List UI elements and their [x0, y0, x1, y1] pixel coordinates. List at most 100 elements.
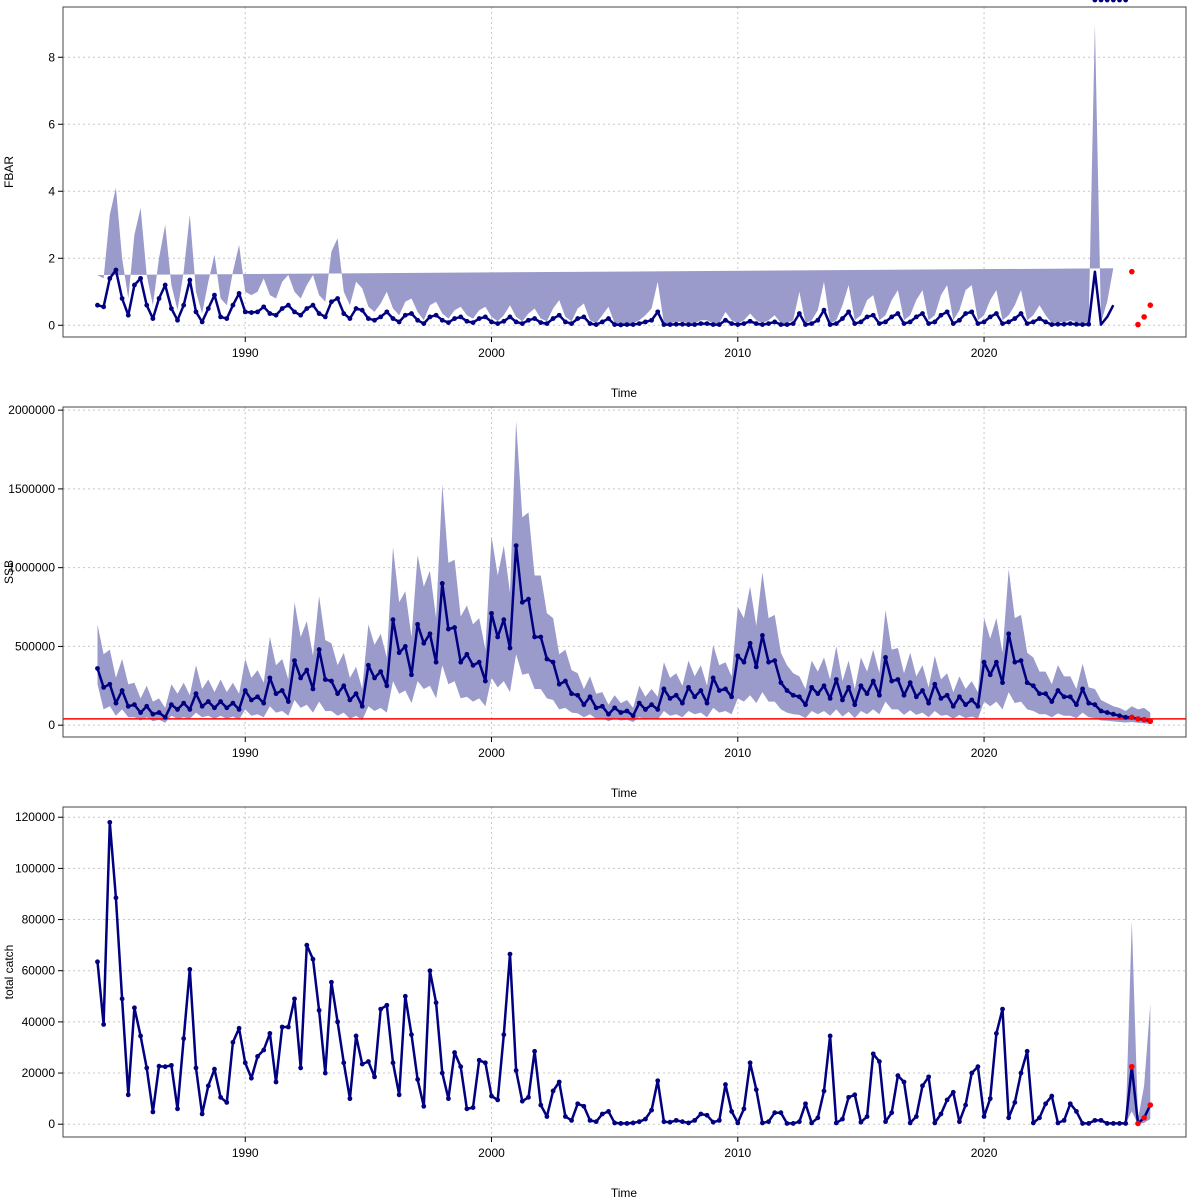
fbar-point	[612, 322, 618, 328]
catch-point	[1086, 1121, 1092, 1126]
fbar-point	[347, 316, 353, 321]
fbar-xtick-label: 2020	[971, 346, 998, 360]
ssb-point	[1043, 691, 1049, 697]
catch-point	[1061, 1117, 1067, 1123]
catch-point	[150, 1109, 156, 1115]
catch-point	[1006, 1115, 1012, 1121]
ssb-point	[1110, 711, 1116, 717]
catch-point	[335, 1019, 340, 1025]
fbar-point	[1074, 321, 1079, 327]
fbar-point	[1067, 321, 1073, 326]
ssb-point	[587, 694, 593, 700]
fbar-point	[679, 321, 685, 327]
ssb-point	[562, 678, 568, 684]
catch-point	[723, 1082, 728, 1087]
catch-point	[1037, 1115, 1042, 1121]
ssb-median-line	[96, 544, 1151, 723]
catch-point	[125, 1092, 131, 1098]
ssb-point	[1067, 694, 1073, 700]
catch-point	[119, 996, 125, 1002]
ssb-point	[975, 703, 981, 709]
fbar-point	[212, 292, 217, 298]
catch-point	[347, 1096, 353, 1102]
catch-point	[907, 1120, 913, 1126]
ssb-point	[113, 700, 119, 706]
fbar-point	[716, 322, 722, 328]
catch-point	[261, 1047, 267, 1053]
ssb-point	[1012, 659, 1018, 665]
catch-median-line	[96, 821, 1152, 1125]
catch-point	[322, 1070, 328, 1076]
fbar-point	[439, 317, 445, 323]
catch-plot-box	[62, 806, 1187, 1138]
catch-xtick-label: 2010	[724, 1146, 751, 1160]
ssb-point	[747, 640, 753, 646]
fbar-ytick-label: 6	[48, 117, 55, 131]
fbar-point	[138, 275, 143, 281]
ssb-point	[790, 692, 796, 698]
ssb-point	[427, 631, 433, 637]
ssb-point	[692, 694, 698, 700]
fbar-point	[950, 321, 956, 326]
catch-point	[242, 1060, 248, 1066]
fbar-projection-point	[1147, 302, 1154, 308]
catch-point	[1123, 1121, 1129, 1126]
fbar-point	[218, 314, 224, 320]
ssb-point	[1049, 699, 1055, 704]
ssb-point	[581, 702, 587, 708]
catch-point	[741, 1106, 747, 1112]
catch-point	[957, 1119, 962, 1125]
ssb-point	[205, 699, 211, 704]
fbar-point	[864, 314, 870, 320]
catch-point	[212, 1066, 217, 1072]
catch-point	[156, 1063, 162, 1069]
catch-point	[409, 1032, 414, 1038]
fbar-point	[1000, 321, 1005, 326]
catch-point	[913, 1114, 919, 1119]
catch-point	[858, 1119, 864, 1125]
fbar-point	[852, 321, 858, 326]
catch-point	[384, 1002, 390, 1008]
fbar-point	[378, 314, 384, 320]
ssb-point	[901, 692, 907, 698]
ssb-point	[193, 691, 199, 697]
ssb-point	[119, 688, 125, 693]
ssb-point	[255, 694, 260, 700]
ssb-point	[162, 714, 168, 720]
fbar-point	[803, 322, 808, 328]
fbar-point	[224, 316, 230, 321]
catch-plot-layer: 1990 2000 2010 2020 0 20000 40000 60000 80000 100…	[15, 806, 1187, 1160]
catch-point	[538, 1102, 544, 1108]
catch-point	[421, 1103, 427, 1109]
ssb-point	[199, 703, 205, 709]
catch-point	[926, 1074, 932, 1080]
catch-projection-point	[1135, 1120, 1141, 1127]
catch-point	[107, 819, 113, 825]
catch-point	[710, 1119, 716, 1125]
fbar-point	[772, 319, 778, 325]
catch-point	[550, 1088, 556, 1094]
fbar-point	[1006, 319, 1012, 325]
catch-point	[279, 1024, 285, 1030]
fbar-xtick-label: 2000	[478, 346, 505, 360]
catch-point	[273, 1079, 279, 1085]
ssb-projection-point	[1129, 714, 1135, 721]
fbar-point	[661, 322, 667, 328]
fbar-point	[1061, 321, 1067, 327]
catch-point	[950, 1089, 956, 1095]
catch-point	[359, 1061, 365, 1067]
fbar-point	[544, 321, 550, 326]
ssb-point	[261, 700, 267, 706]
ssb-confidence-band	[97, 421, 1151, 724]
catch-ytick-label: 40000	[22, 1015, 56, 1029]
ssb-point	[132, 702, 137, 708]
catch-point	[224, 1100, 230, 1105]
fbar-point	[187, 277, 193, 283]
catch-point	[760, 1120, 765, 1126]
catch-point	[735, 1120, 741, 1126]
ssb-point	[593, 705, 599, 711]
ssb-point	[212, 705, 217, 711]
fbar-point	[415, 317, 421, 323]
fbar-point	[907, 319, 913, 325]
